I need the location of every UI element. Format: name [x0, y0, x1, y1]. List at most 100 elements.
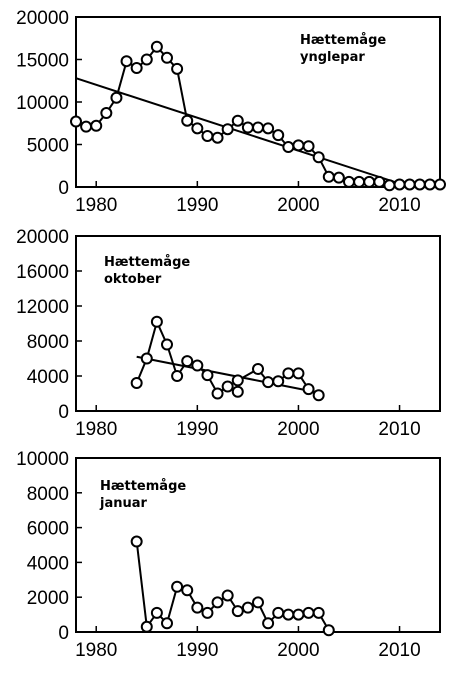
data-point-marker	[292, 139, 305, 152]
y-tick-label: 0	[58, 402, 69, 423]
data-point-marker	[171, 62, 184, 75]
data-point-marker	[90, 119, 103, 132]
data-point-marker	[272, 375, 285, 388]
data-point-marker	[282, 608, 295, 621]
data-point-marker	[191, 601, 204, 614]
trend-line	[75, 77, 400, 185]
data-point-marker	[150, 40, 163, 53]
data-point-marker	[241, 601, 254, 614]
panel-title-line: ynglepar	[300, 50, 365, 65]
data-point-marker	[161, 51, 173, 64]
y-tick-label: 20000	[16, 227, 69, 248]
data-point-marker	[211, 387, 224, 400]
data-point-marker	[393, 178, 406, 191]
data-point-marker	[231, 605, 244, 618]
data-point-marker	[262, 376, 275, 389]
data-point-marker	[201, 369, 214, 382]
x-tick-label: 2010	[378, 419, 420, 440]
y-tick-label: 6000	[27, 519, 69, 540]
data-point-marker	[171, 580, 184, 593]
panel-title: Hættemåge oktober	[104, 255, 190, 287]
data-point-marker	[272, 129, 285, 142]
data-point-marker	[181, 114, 194, 127]
data-point-marker	[252, 363, 264, 375]
data-point-marker	[322, 624, 335, 637]
x-tick-label: 1990	[176, 640, 218, 661]
data-point-marker	[282, 141, 295, 154]
data-point-marker	[191, 122, 204, 135]
data-point-marker	[241, 121, 254, 134]
series-line	[75, 45, 440, 187]
y-tick-label: 12000	[16, 297, 69, 318]
data-point-marker	[201, 130, 214, 142]
data-point-marker	[231, 374, 244, 387]
x-tick-label: 2000	[277, 195, 319, 216]
data-point-marker	[231, 385, 244, 398]
y-tick-label: 10000	[16, 93, 69, 114]
data-point-marker	[302, 140, 315, 153]
data-point-marker	[282, 367, 295, 380]
panel-title: Hættemåge ynglepar	[300, 33, 386, 65]
y-tick-label: 8000	[27, 332, 69, 353]
data-point-marker	[100, 107, 113, 120]
data-point-marker	[423, 178, 436, 191]
data-point-marker	[181, 355, 194, 368]
data-point-marker	[191, 359, 204, 372]
data-point-marker	[343, 175, 355, 188]
x-tick-label: 2010	[378, 195, 420, 216]
data-point-marker	[312, 389, 325, 402]
y-tick-label: 0	[58, 178, 69, 199]
data-point-marker	[70, 115, 82, 128]
y-tick-label: 10000	[16, 449, 69, 470]
x-tick-label: 1990	[176, 419, 218, 440]
data-point-marker	[161, 617, 173, 630]
data-point-marker	[363, 175, 376, 188]
data-point-marker	[150, 315, 163, 328]
y-tick-label: 4000	[27, 367, 69, 388]
y-tick-label: 20000	[16, 8, 69, 29]
data-point-marker	[403, 178, 416, 191]
y-tick-label: 15000	[16, 51, 69, 72]
data-point-marker	[140, 620, 153, 633]
x-tick-label: 2000	[277, 640, 319, 661]
data-point-marker	[201, 606, 214, 619]
x-tick-label: 1990	[176, 195, 218, 216]
y-tick-label: 4000	[27, 553, 69, 574]
data-point-marker	[383, 179, 396, 192]
data-point-marker	[252, 596, 264, 609]
data-point-marker	[322, 170, 335, 183]
panel-title-line: januar	[99, 496, 148, 511]
data-point-marker	[181, 584, 194, 597]
data-point-marker	[262, 617, 275, 630]
trend-line	[136, 355, 319, 394]
panel-title-line: Hættemåge	[104, 255, 190, 270]
data-point-marker	[130, 535, 143, 548]
data-point-marker	[262, 122, 275, 135]
data-point-marker	[221, 123, 234, 136]
data-point-marker	[140, 53, 153, 66]
data-point-marker	[332, 171, 345, 184]
data-point-marker	[302, 383, 315, 396]
data-point-marker	[150, 606, 163, 619]
y-tick-label: 2000	[27, 588, 69, 609]
panel-title: Hættemåge januar	[99, 479, 186, 511]
chart-panel-1: 0 5000 10000 15000 20000 1980 1990 2000 2010 Hætt…	[16, 8, 446, 216]
x-tick-label: 1980	[75, 195, 117, 216]
x-tick-label: 1980	[75, 419, 117, 440]
panel-title-line: Hættemåge	[100, 479, 186, 494]
data-point-marker	[130, 62, 143, 74]
plot-frame	[75, 457, 441, 633]
data-point-marker	[161, 338, 173, 351]
x-tick-label: 2010	[378, 640, 420, 661]
data-point-marker	[252, 121, 264, 134]
data-point-marker	[434, 178, 446, 191]
data-point-marker	[221, 589, 234, 602]
data-point-marker	[272, 606, 285, 619]
data-point-marker	[292, 367, 305, 380]
y-tick-label: 8000	[27, 484, 69, 505]
panel-title-line: Hættemåge	[300, 33, 386, 48]
data-point-marker	[171, 370, 184, 382]
data-point-marker	[140, 352, 153, 365]
data-point-marker	[312, 151, 325, 164]
